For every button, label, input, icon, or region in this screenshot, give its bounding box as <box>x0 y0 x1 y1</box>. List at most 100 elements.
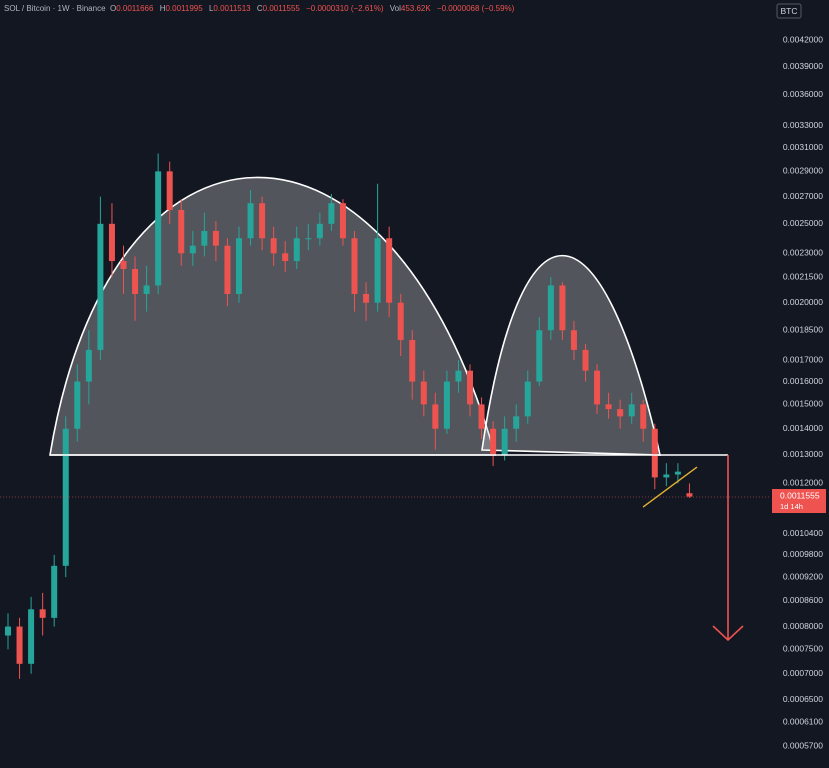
ohlc-value: 0.0011666 <box>116 4 154 13</box>
volume-label: Vol <box>389 4 401 13</box>
volume: 453.62K <box>400 4 431 13</box>
candle-body <box>270 238 277 254</box>
y-tick-label: 0.0025000 <box>783 218 823 228</box>
candle-body <box>189 245 196 254</box>
candle-body <box>363 293 370 303</box>
candle-body <box>316 223 323 239</box>
candle-body <box>490 428 497 455</box>
candle-body <box>409 339 416 382</box>
candle-body <box>28 609 35 664</box>
candle-body <box>594 370 601 405</box>
ohlc-prefix: C <box>256 4 263 13</box>
y-tick-label: 0.0008000 <box>783 621 823 631</box>
ohlc-value: 0.0011555 <box>262 4 300 13</box>
y-tick-label: 0.0007500 <box>783 644 823 654</box>
candle-body <box>305 238 312 240</box>
candle-body <box>259 203 266 239</box>
y-tick-label: 0.0009200 <box>783 571 823 581</box>
y-tick-label: 0.0016000 <box>783 376 823 386</box>
candle-body <box>570 330 577 350</box>
price-label-box <box>772 489 826 513</box>
y-tick-label: 0.0017000 <box>783 354 823 364</box>
candle-body <box>166 171 173 210</box>
y-tick-label: 0.0029000 <box>783 166 823 176</box>
candle-body <box>51 565 58 618</box>
y-tick-label: 0.0014000 <box>783 423 823 433</box>
volume-change: −0.0000068 (−0.59%) <box>436 4 515 13</box>
ohlc-prefix: H <box>159 4 166 13</box>
change: −0.0000310 (−2.61%) <box>306 4 384 13</box>
candle-body <box>293 238 300 262</box>
candle-body <box>178 209 185 254</box>
y-tick-label: 0.0042000 <box>783 35 823 45</box>
candle-body <box>478 404 485 429</box>
candle-body <box>582 349 589 371</box>
y-tick-label: 0.0027000 <box>783 191 823 201</box>
countdown: 1d 14h <box>780 502 803 511</box>
candle-body <box>397 302 404 340</box>
candle-body <box>16 626 23 664</box>
candle-body <box>443 381 450 429</box>
candle-body <box>524 381 531 417</box>
candle-body <box>74 381 81 429</box>
candle-body <box>39 609 46 618</box>
candle-body <box>351 238 358 294</box>
last-price: 0.0011555 <box>780 490 820 500</box>
y-tick-label: 0.0031000 <box>783 142 823 152</box>
candle-body <box>339 203 346 239</box>
y-tick-label: 0.0009800 <box>783 549 823 559</box>
y-tick-label: 0.0007000 <box>783 668 823 678</box>
candle-body <box>108 223 115 262</box>
y-tick-label: 0.0015000 <box>783 399 823 409</box>
candle-body <box>617 409 624 417</box>
symbol: SOL / Bitcoin · 1W · Binance <box>4 4 106 13</box>
candle-body <box>120 261 127 269</box>
candle-body <box>501 428 508 455</box>
candle-body <box>212 230 219 246</box>
currency-box <box>776 3 802 19</box>
candle-body <box>97 223 104 350</box>
candle-body <box>85 349 92 382</box>
candle-body <box>640 404 647 429</box>
candle-body <box>628 404 635 417</box>
right-dome <box>481 255 662 456</box>
arrow-head <box>712 625 744 642</box>
y-tick-label: 0.0018500 <box>783 324 823 334</box>
candle-body <box>536 330 543 382</box>
candle-body <box>547 285 554 331</box>
candle-body <box>224 245 231 294</box>
y-tick-label: 0.0012000 <box>783 477 823 487</box>
candle-body <box>328 203 335 224</box>
y-tick-label: 0.0036000 <box>783 89 823 99</box>
y-tick-label: 0.0005700 <box>783 741 823 751</box>
trend-line <box>642 466 698 508</box>
y-tick-label: 0.0033000 <box>783 120 823 130</box>
candle-body <box>513 416 520 429</box>
candle-body <box>247 203 254 239</box>
candle-body <box>663 474 670 478</box>
left-dome <box>49 176 497 456</box>
candle-body <box>143 285 150 294</box>
candle-body <box>155 171 162 286</box>
candle-body <box>686 493 693 497</box>
candle-body <box>386 238 393 303</box>
candle-body <box>132 269 139 294</box>
candle-body <box>674 471 681 475</box>
candle-body <box>559 285 566 331</box>
candle-body <box>605 404 612 410</box>
ohlc-prefix: L <box>208 4 214 13</box>
y-tick-label: 0.0021500 <box>783 271 823 281</box>
candle-body <box>420 381 427 405</box>
y-tick-label: 0.0010400 <box>783 528 823 538</box>
y-tick-label: 0.0039000 <box>783 61 823 71</box>
candle-body <box>467 370 473 405</box>
ohlc-value: 0.0011995 <box>165 4 203 13</box>
y-tick-label: 0.0023000 <box>783 248 823 258</box>
y-tick-label: 0.0013000 <box>783 449 823 459</box>
candle-body <box>282 253 289 262</box>
y-tick-label: 0.0008600 <box>783 595 823 605</box>
candle-body <box>236 238 242 294</box>
candle-body <box>5 626 11 636</box>
